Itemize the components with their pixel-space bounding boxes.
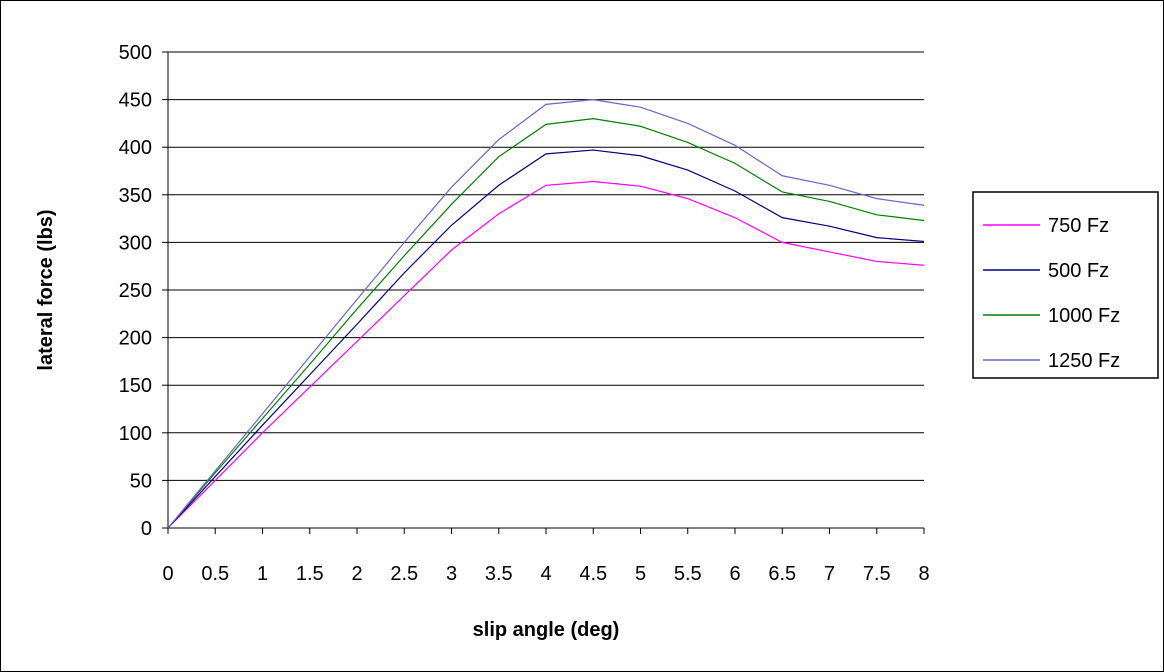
legend-box [972, 191, 1159, 379]
y-tick-label: 150 [119, 375, 152, 397]
legend-label: 750 Fz [1048, 215, 1109, 237]
x-tick-label: 1 [257, 563, 268, 585]
legend-label: 1250 Fz [1048, 350, 1120, 372]
series-line-500-fz [167, 149, 925, 529]
x-tick-label: 8 [918, 563, 929, 585]
x-tick-label: 3 [446, 563, 457, 585]
y-tick-label: 250 [119, 280, 152, 302]
y-tick-label: 0 [141, 518, 152, 540]
x-tick-label: 1.5 [296, 563, 324, 585]
y-tick-label: 350 [119, 185, 152, 207]
y-tick-label: 50 [130, 470, 152, 492]
series-lines [167, 98, 925, 529]
y-tick-label: 400 [119, 137, 152, 159]
y-axis-title: lateral force (lbs) [35, 209, 57, 370]
x-tick-label: 6.5 [768, 563, 796, 585]
series-line-750-fz [167, 180, 925, 529]
x-tick-label: 5 [635, 563, 646, 585]
x-tick-label: 4 [540, 563, 551, 585]
x-tick-label: 4.5 [579, 563, 607, 585]
series-line-1250-fz [167, 98, 925, 529]
x-tick-label: 7 [824, 563, 835, 585]
x-axis-title: slip angle (deg) [473, 619, 620, 641]
legend-label: 1000 Fz [1048, 305, 1120, 327]
gridlines [168, 51, 924, 481]
y-tick-label: 200 [119, 328, 152, 350]
y-tick-label: 100 [119, 423, 152, 445]
legend-label: 500 Fz [1048, 260, 1109, 282]
x-tick-label: 7.5 [863, 563, 891, 585]
x-tick-label: 6 [729, 563, 740, 585]
x-tick-label: 3.5 [485, 563, 513, 585]
x-tick-label: 5.5 [674, 563, 702, 585]
tick-labels: 0 50 100 150 200 250 300 350 400 450 500 0 0.5 1 1.5 2 2… [119, 42, 930, 585]
y-tick-label: 300 [119, 232, 152, 254]
x-tick-label: 0 [162, 563, 173, 585]
y-tick-label: 450 [119, 90, 152, 112]
x-tick-label: 0.5 [201, 563, 229, 585]
series-line-1000-fz [167, 118, 925, 529]
x-tick-label: 2 [351, 563, 362, 585]
y-tick-label: 500 [119, 42, 152, 64]
x-tick-label: 2.5 [390, 563, 418, 585]
legend: 750 Fz 500 Fz 1000 Fz 1250 Fz [972, 191, 1159, 379]
